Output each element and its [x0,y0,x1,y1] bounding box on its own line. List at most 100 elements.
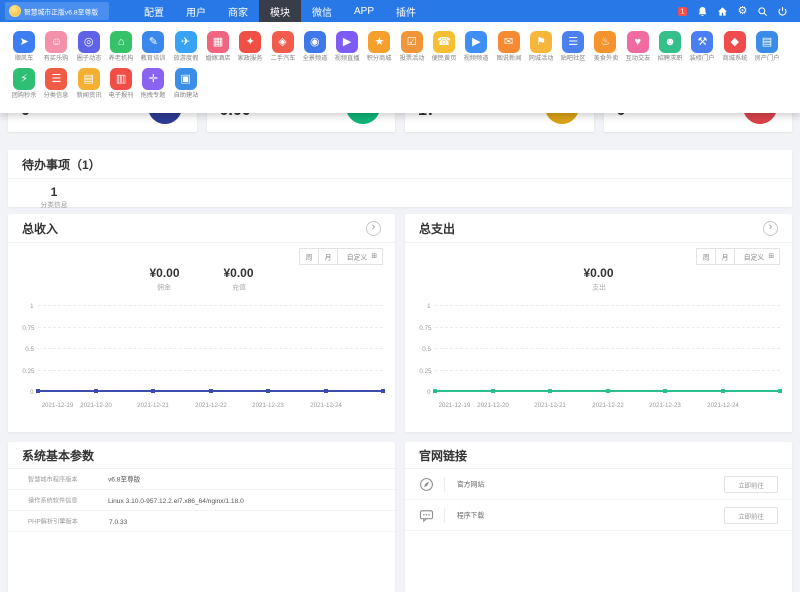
drag-topic-icon: ✛ [142,68,165,90]
nav-item[interactable]: 用户 [186,7,206,19]
gear-icon[interactable]: ⚙ [737,4,748,17]
megamenu-item[interactable]: ♥ 互动交友 [622,31,654,63]
megamenu-item[interactable]: ◈ 二手汽车 [266,31,298,63]
nav-item[interactable]: 配置 [144,7,164,19]
official-link-label: 程序下载 [457,512,485,520]
nav-item[interactable]: 微信 [312,7,332,19]
expense-panel: 总支出 › 周月自定义 ⊞ ¥0.00 支出 1 0.75 0.5 0.25 0 2021-1… [405,214,792,432]
megamenu-item[interactable]: ✎ 教育培训 [137,31,169,63]
megamenu-item[interactable]: ◆ 商城系统 [719,31,751,63]
megamenu-item[interactable]: ▦ 婚嫁酒店 [202,31,234,63]
metric-value: ¥0.00 [223,266,254,280]
megamenu-item[interactable]: ☰ 分类信息 [40,68,72,100]
megamenu-item[interactable]: ★ 积分商城 [363,31,395,63]
system-panel-title: 系统基本参数 [22,448,95,463]
food-delivery-icon: ♨ [594,31,617,53]
megamenu-item[interactable]: ☻ 招聘求职 [654,31,686,63]
compass-icon [419,477,434,492]
calendar-icon: ⊞ [767,252,774,261]
range-button[interactable]: 月 [714,248,735,265]
megamenu-item[interactable]: ✦ 家政服务 [234,31,266,63]
nav-item[interactable]: 插件 [396,7,417,19]
power-icon[interactable] [777,6,788,17]
calendar-icon: ⊞ [370,252,377,261]
nav-menu: 配置 用户 商家 模块 微信 APP 插件 [133,0,427,22]
megamenu-item-label: 商城系统 [722,55,748,62]
megamenu-item[interactable]: ✉ 图说新闻 [492,31,524,63]
megamenu-item[interactable]: ☰ 贴吧社区 [557,31,589,63]
go-now-button[interactable]: 立即前往 [724,475,778,493]
range-button[interactable]: 自定义 ⊞ [336,248,383,265]
system-param-row: 智慧城市程序版本 v6.8至尊版 [8,469,395,490]
x-axis-label: 2021-12-19 [438,402,471,409]
nav-item[interactable]: 商家 [228,7,248,19]
data-point-marker [323,389,328,393]
x-axis-label: 2021-12-19 [41,402,74,409]
megamenu-item[interactable]: ☑ 投票活动 [396,31,428,63]
megamenu-item[interactable]: ☎ 便民黄页 [428,31,460,63]
y-axis-tick: 0.5 [25,346,34,354]
megamenu-item-label: 自助建站 [173,92,199,99]
grid-line [38,348,383,349]
range-button[interactable]: 周 [695,248,716,265]
travel-icon: ✈ [174,31,197,53]
megamenu-item[interactable]: ▤ 新闻资讯 [73,68,105,100]
go-now-button[interactable]: 立即前往 [724,506,778,524]
brand[interactable]: 智慧城市正版v6.8至尊版 [5,2,109,20]
search-icon[interactable] [757,6,768,17]
chevron-right-icon[interactable]: › [763,220,778,236]
megamenu-item[interactable]: ⌂ 养老机构 [105,31,137,63]
realestate-icon: ▤ [755,31,778,53]
system-param-label: PHP解析引擎版本 [28,518,78,526]
megamenu-item-label: 二手汽车 [270,55,295,62]
megamenu-item[interactable]: ▤ 房产门户 [751,31,783,63]
nav-item[interactable]: APP [354,5,375,17]
forum-icon: ☰ [562,31,585,53]
expense-range-buttons: 周月自定义 ⊞ [695,248,780,265]
megamenu-item-label: 投票活动 [399,55,425,62]
circle-feed-icon: ◎ [77,31,100,53]
megamenu-item[interactable]: ♨ 美食外卖 [589,31,621,63]
megamenu-item[interactable]: ⚑ 同城活动 [525,31,557,63]
bell-icon[interactable] [697,6,708,17]
points-mall-icon: ★ [368,31,391,53]
home-icon[interactable] [717,6,728,17]
megamenu-item[interactable]: ◎ 圈子动态 [73,31,105,63]
megamenu-item[interactable]: ▶ 视频直播 [331,31,363,63]
data-point-marker [208,389,213,393]
renovation-icon: ⚒ [691,31,714,53]
chevron-right-icon[interactable]: › [366,220,381,236]
notification-badge: 1 [678,6,687,16]
megamenu-item-label: 旅游度假 [173,55,199,62]
megamenu-item[interactable]: ✛ 拖拽专题 [137,68,169,100]
brand-title: 智慧城市正版v6.8至尊版 [24,8,99,17]
megamenu-item-label: 招聘求职 [657,55,683,62]
y-axis-tick: 0 [427,389,431,397]
range-button[interactable]: 周 [298,248,319,265]
megamenu-item[interactable]: ⚡ 团购秒杀 [8,68,40,100]
megamenu-item[interactable]: ➤ 顺风车 [8,31,40,63]
classifieds-icon: ☰ [45,68,68,90]
megamenu-item[interactable]: ✈ 旅游度假 [169,31,201,63]
data-point-marker [93,389,98,393]
megamenu-item[interactable]: ▶ 视频频道 [460,31,492,63]
megamenu-item[interactable]: ⚒ 装修门户 [686,31,718,63]
y-axis-tick: 0.5 [422,346,431,354]
megamenu-item[interactable]: ◉ 全景频道 [299,31,331,63]
megamenu-item-label: 贴吧社区 [560,55,586,62]
megamenu-item[interactable]: ☺ 有买乐购 [40,31,72,63]
links-panel-title: 官网链接 [419,448,468,463]
nav-item[interactable]: 模块 [259,0,301,22]
megamenu-row-1: ➤ 顺风车 ☺ 有买乐购 ◎ 圈子动态 ⌂ 养老机构 ✎ 教育培训 ✈ 旅游度假 ▦ 婚嫁酒店 ✦ 家政服务 ◈… [8,31,792,63]
x-axis-label: 2021-12-22 [591,402,624,409]
epaper-icon: ▥ [110,68,133,90]
megamenu-item[interactable]: ▣ 自助建站 [169,68,201,100]
expense-panel-title: 总支出 [419,221,456,236]
todo-item[interactable]: 1 分类信息 [26,185,82,209]
range-button[interactable]: 自定义 ⊞ [733,248,780,265]
metric-label: 支出 [591,283,606,292]
range-button[interactable]: 月 [317,248,338,265]
metric: ¥0.00 支出 [583,266,613,292]
megamenu-item[interactable]: ▥ 电子报刊 [105,68,137,100]
expense-metrics: ¥0.00 支出 [405,266,792,292]
